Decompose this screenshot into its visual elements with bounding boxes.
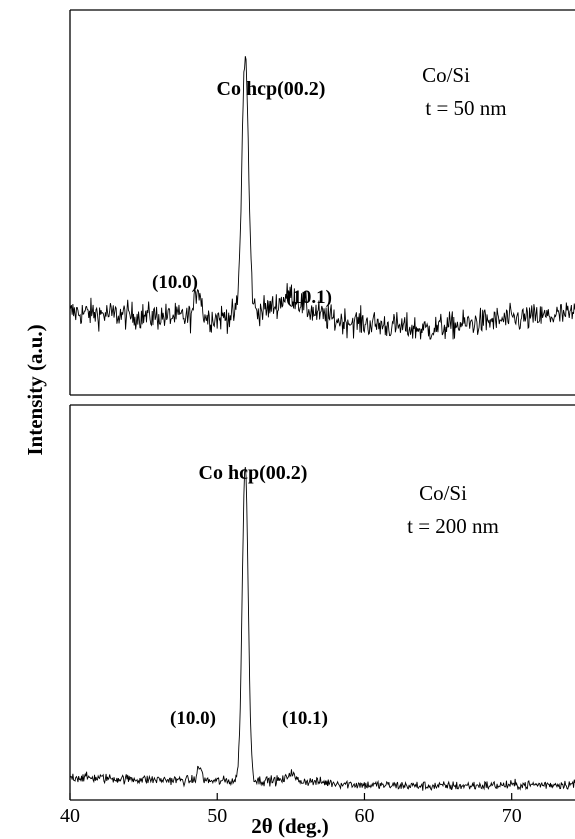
panel-top-trace <box>69 56 575 340</box>
panel-top-peak-label-10-0: (10.0) <box>152 272 198 293</box>
panel-bottom-peak-label-10-0: (10.0) <box>170 708 216 729</box>
x-tick-label-50: 50 <box>207 805 227 827</box>
panel-bottom: Co hcp(00.2) (10.0) (10.1) Co/Si t = 200… <box>69 404 575 801</box>
panel-bottom-thickness-label: t = 200 nm <box>407 514 499 538</box>
y-axis-label: Intensity (a.u.) <box>23 324 47 455</box>
x-tick-label-70: 70 <box>502 805 522 827</box>
panel-bottom-trace <box>69 467 575 791</box>
panel-top-sample-label: Co/Si <box>422 63 470 87</box>
x-tick-label-40: 40 <box>60 805 80 827</box>
panel-bottom-peak-label-10-1: (10.1) <box>282 708 328 729</box>
panel-top-peak-label-main: Co hcp(00.2) <box>217 78 326 100</box>
x-ticks: 40 50 60 70 <box>60 793 522 827</box>
panel-top: Co hcp(00.2) (10.0) (10.1) Co/Si t = 50 … <box>69 9 575 396</box>
x-tick-label-60: 60 <box>354 805 374 827</box>
panel-bottom-peak-label-main: Co hcp(00.2) <box>199 462 308 484</box>
panel-top-peak-label-10-1: (10.1) <box>286 287 332 308</box>
panel-bottom-sample-label: Co/Si <box>419 481 467 505</box>
panel-top-thickness-label: t = 50 nm <box>425 96 506 120</box>
x-axis-label: 2θ (deg.) <box>251 814 328 838</box>
